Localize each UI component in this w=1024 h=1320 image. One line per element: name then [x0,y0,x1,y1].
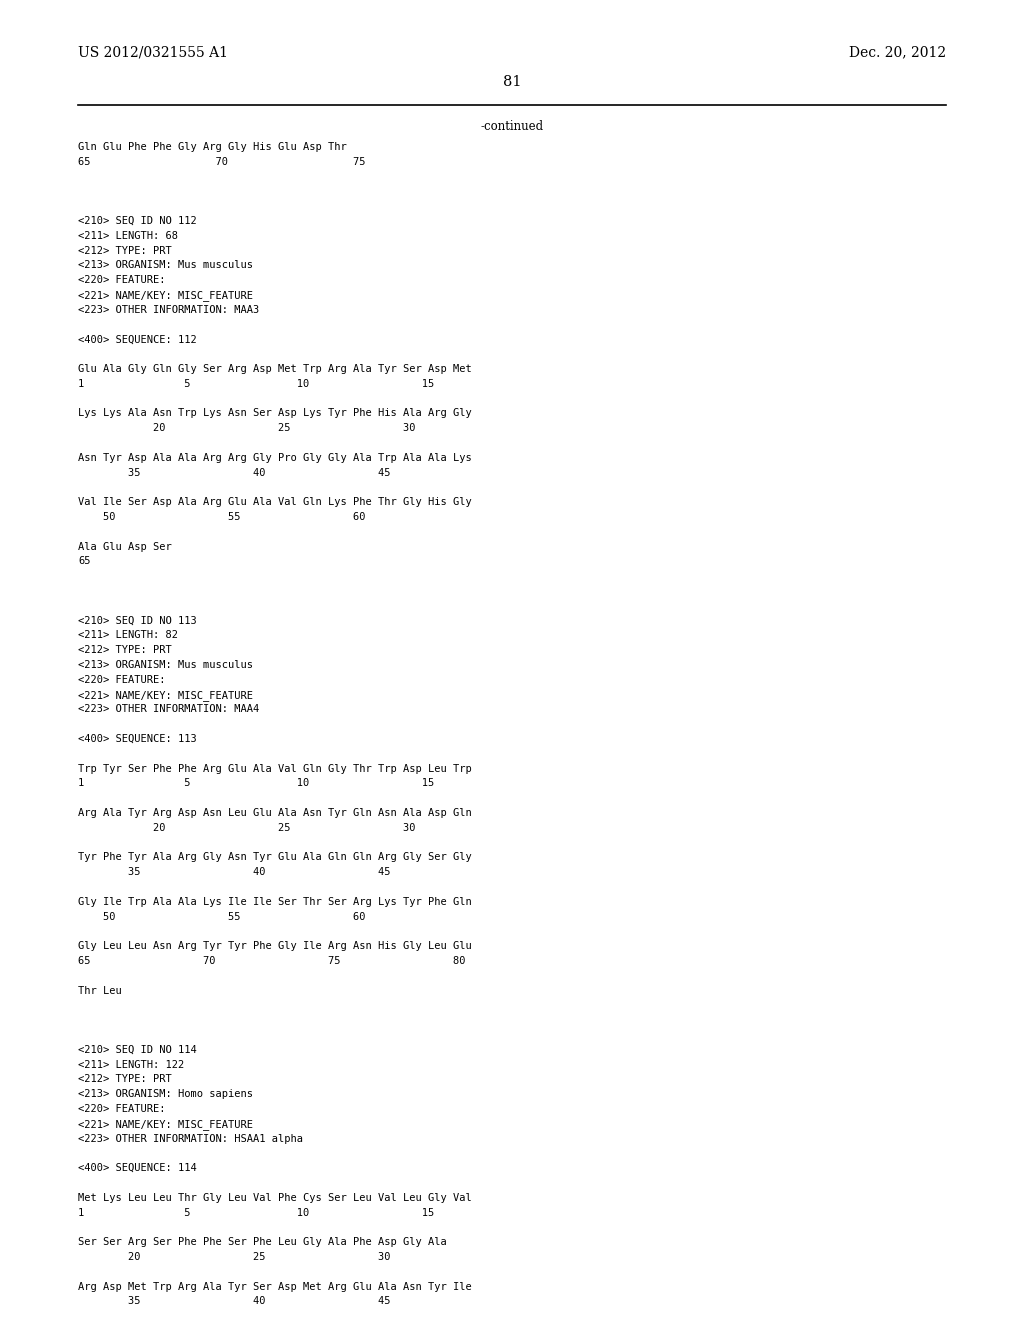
Text: Glu Ala Gly Gln Gly Ser Arg Asp Met Trp Arg Ala Tyr Ser Asp Met: Glu Ala Gly Gln Gly Ser Arg Asp Met Trp … [78,364,472,374]
Text: 50                  55                  60: 50 55 60 [78,512,366,521]
Text: Gln Glu Phe Phe Gly Arg Gly His Glu Asp Thr: Gln Glu Phe Phe Gly Arg Gly His Glu Asp … [78,143,347,152]
Text: 20                  25                  30: 20 25 30 [78,822,416,833]
Text: Val Ile Ser Asp Ala Arg Glu Ala Val Gln Lys Phe Thr Gly His Gly: Val Ile Ser Asp Ala Arg Glu Ala Val Gln … [78,498,472,507]
Text: Lys Lys Ala Asn Trp Lys Asn Ser Asp Lys Tyr Phe His Ala Arg Gly: Lys Lys Ala Asn Trp Lys Asn Ser Asp Lys … [78,408,472,418]
Text: 35                  40                  45: 35 40 45 [78,867,390,878]
Text: 65                    70                    75: 65 70 75 [78,157,366,166]
Text: <223> OTHER INFORMATION: HSAA1 alpha: <223> OTHER INFORMATION: HSAA1 alpha [78,1134,303,1143]
Text: Ser Ser Arg Ser Phe Phe Ser Phe Leu Gly Ala Phe Asp Gly Ala: Ser Ser Arg Ser Phe Phe Ser Phe Leu Gly … [78,1237,446,1247]
Text: 50                  55                  60: 50 55 60 [78,912,366,921]
Text: 65: 65 [78,557,90,566]
Text: Tyr Phe Tyr Ala Arg Gly Asn Tyr Glu Ala Gln Gln Arg Gly Ser Gly: Tyr Phe Tyr Ala Arg Gly Asn Tyr Glu Ala … [78,853,472,862]
Text: <223> OTHER INFORMATION: MAA3: <223> OTHER INFORMATION: MAA3 [78,305,259,314]
Text: Ala Glu Asp Ser: Ala Glu Asp Ser [78,541,172,552]
Text: <400> SEQUENCE: 112: <400> SEQUENCE: 112 [78,334,197,345]
Text: <220> FEATURE:: <220> FEATURE: [78,275,166,285]
Text: <210> SEQ ID NO 114: <210> SEQ ID NO 114 [78,1045,197,1055]
Text: <220> FEATURE:: <220> FEATURE: [78,1104,166,1114]
Text: <221> NAME/KEY: MISC_FEATURE: <221> NAME/KEY: MISC_FEATURE [78,1119,253,1130]
Text: <213> ORGANISM: Homo sapiens: <213> ORGANISM: Homo sapiens [78,1089,253,1100]
Text: <400> SEQUENCE: 114: <400> SEQUENCE: 114 [78,1163,197,1173]
Text: Met Lys Leu Leu Thr Gly Leu Val Phe Cys Ser Leu Val Leu Gly Val: Met Lys Leu Leu Thr Gly Leu Val Phe Cys … [78,1193,472,1203]
Text: Arg Asp Met Trp Arg Ala Tyr Ser Asp Met Arg Glu Ala Asn Tyr Ile: Arg Asp Met Trp Arg Ala Tyr Ser Asp Met … [78,1282,472,1291]
Text: <223> OTHER INFORMATION: MAA4: <223> OTHER INFORMATION: MAA4 [78,705,259,714]
Text: <212> TYPE: PRT: <212> TYPE: PRT [78,1074,172,1085]
Text: <220> FEATURE:: <220> FEATURE: [78,675,166,685]
Text: Dec. 20, 2012: Dec. 20, 2012 [849,45,946,59]
Text: <211> LENGTH: 122: <211> LENGTH: 122 [78,1060,184,1069]
Text: 65                  70                  75                  80: 65 70 75 80 [78,956,466,966]
Text: <221> NAME/KEY: MISC_FEATURE: <221> NAME/KEY: MISC_FEATURE [78,290,253,301]
Text: US 2012/0321555 A1: US 2012/0321555 A1 [78,45,228,59]
Text: <213> ORGANISM: Mus musculus: <213> ORGANISM: Mus musculus [78,260,253,271]
Text: <400> SEQUENCE: 113: <400> SEQUENCE: 113 [78,734,197,744]
Text: -continued: -continued [480,120,544,133]
Text: Arg Ala Tyr Arg Asp Asn Leu Glu Ala Asn Tyr Gln Asn Ala Asp Gln: Arg Ala Tyr Arg Asp Asn Leu Glu Ala Asn … [78,808,472,818]
Text: 1                5                 10                  15: 1 5 10 15 [78,779,434,788]
Text: 20                  25                  30: 20 25 30 [78,1251,390,1262]
Text: <211> LENGTH: 68: <211> LENGTH: 68 [78,231,178,240]
Text: <213> ORGANISM: Mus musculus: <213> ORGANISM: Mus musculus [78,660,253,671]
Text: Gly Ile Trp Ala Ala Lys Ile Ile Ser Thr Ser Arg Lys Tyr Phe Gln: Gly Ile Trp Ala Ala Lys Ile Ile Ser Thr … [78,896,472,907]
Text: <211> LENGTH: 82: <211> LENGTH: 82 [78,631,178,640]
Text: 81: 81 [503,75,521,88]
Text: <210> SEQ ID NO 112: <210> SEQ ID NO 112 [78,216,197,226]
Text: <212> TYPE: PRT: <212> TYPE: PRT [78,645,172,655]
Text: 1                5                 10                  15: 1 5 10 15 [78,1208,434,1217]
Text: <210> SEQ ID NO 113: <210> SEQ ID NO 113 [78,615,197,626]
Text: <212> TYPE: PRT: <212> TYPE: PRT [78,246,172,256]
Text: 20                  25                  30: 20 25 30 [78,424,416,433]
Text: 1                5                 10                  15: 1 5 10 15 [78,379,434,389]
Text: Asn Tyr Asp Ala Ala Arg Arg Gly Pro Gly Gly Ala Trp Ala Ala Lys: Asn Tyr Asp Ala Ala Arg Arg Gly Pro Gly … [78,453,472,463]
Text: Gly Leu Leu Asn Arg Tyr Tyr Phe Gly Ile Arg Asn His Gly Leu Glu: Gly Leu Leu Asn Arg Tyr Tyr Phe Gly Ile … [78,941,472,952]
Text: Trp Tyr Ser Phe Phe Arg Glu Ala Val Gln Gly Thr Trp Asp Leu Trp: Trp Tyr Ser Phe Phe Arg Glu Ala Val Gln … [78,763,472,774]
Text: 35                  40                  45: 35 40 45 [78,1296,390,1307]
Text: Thr Leu: Thr Leu [78,986,122,995]
Text: 35                  40                  45: 35 40 45 [78,467,390,478]
Text: <221> NAME/KEY: MISC_FEATURE: <221> NAME/KEY: MISC_FEATURE [78,689,253,701]
